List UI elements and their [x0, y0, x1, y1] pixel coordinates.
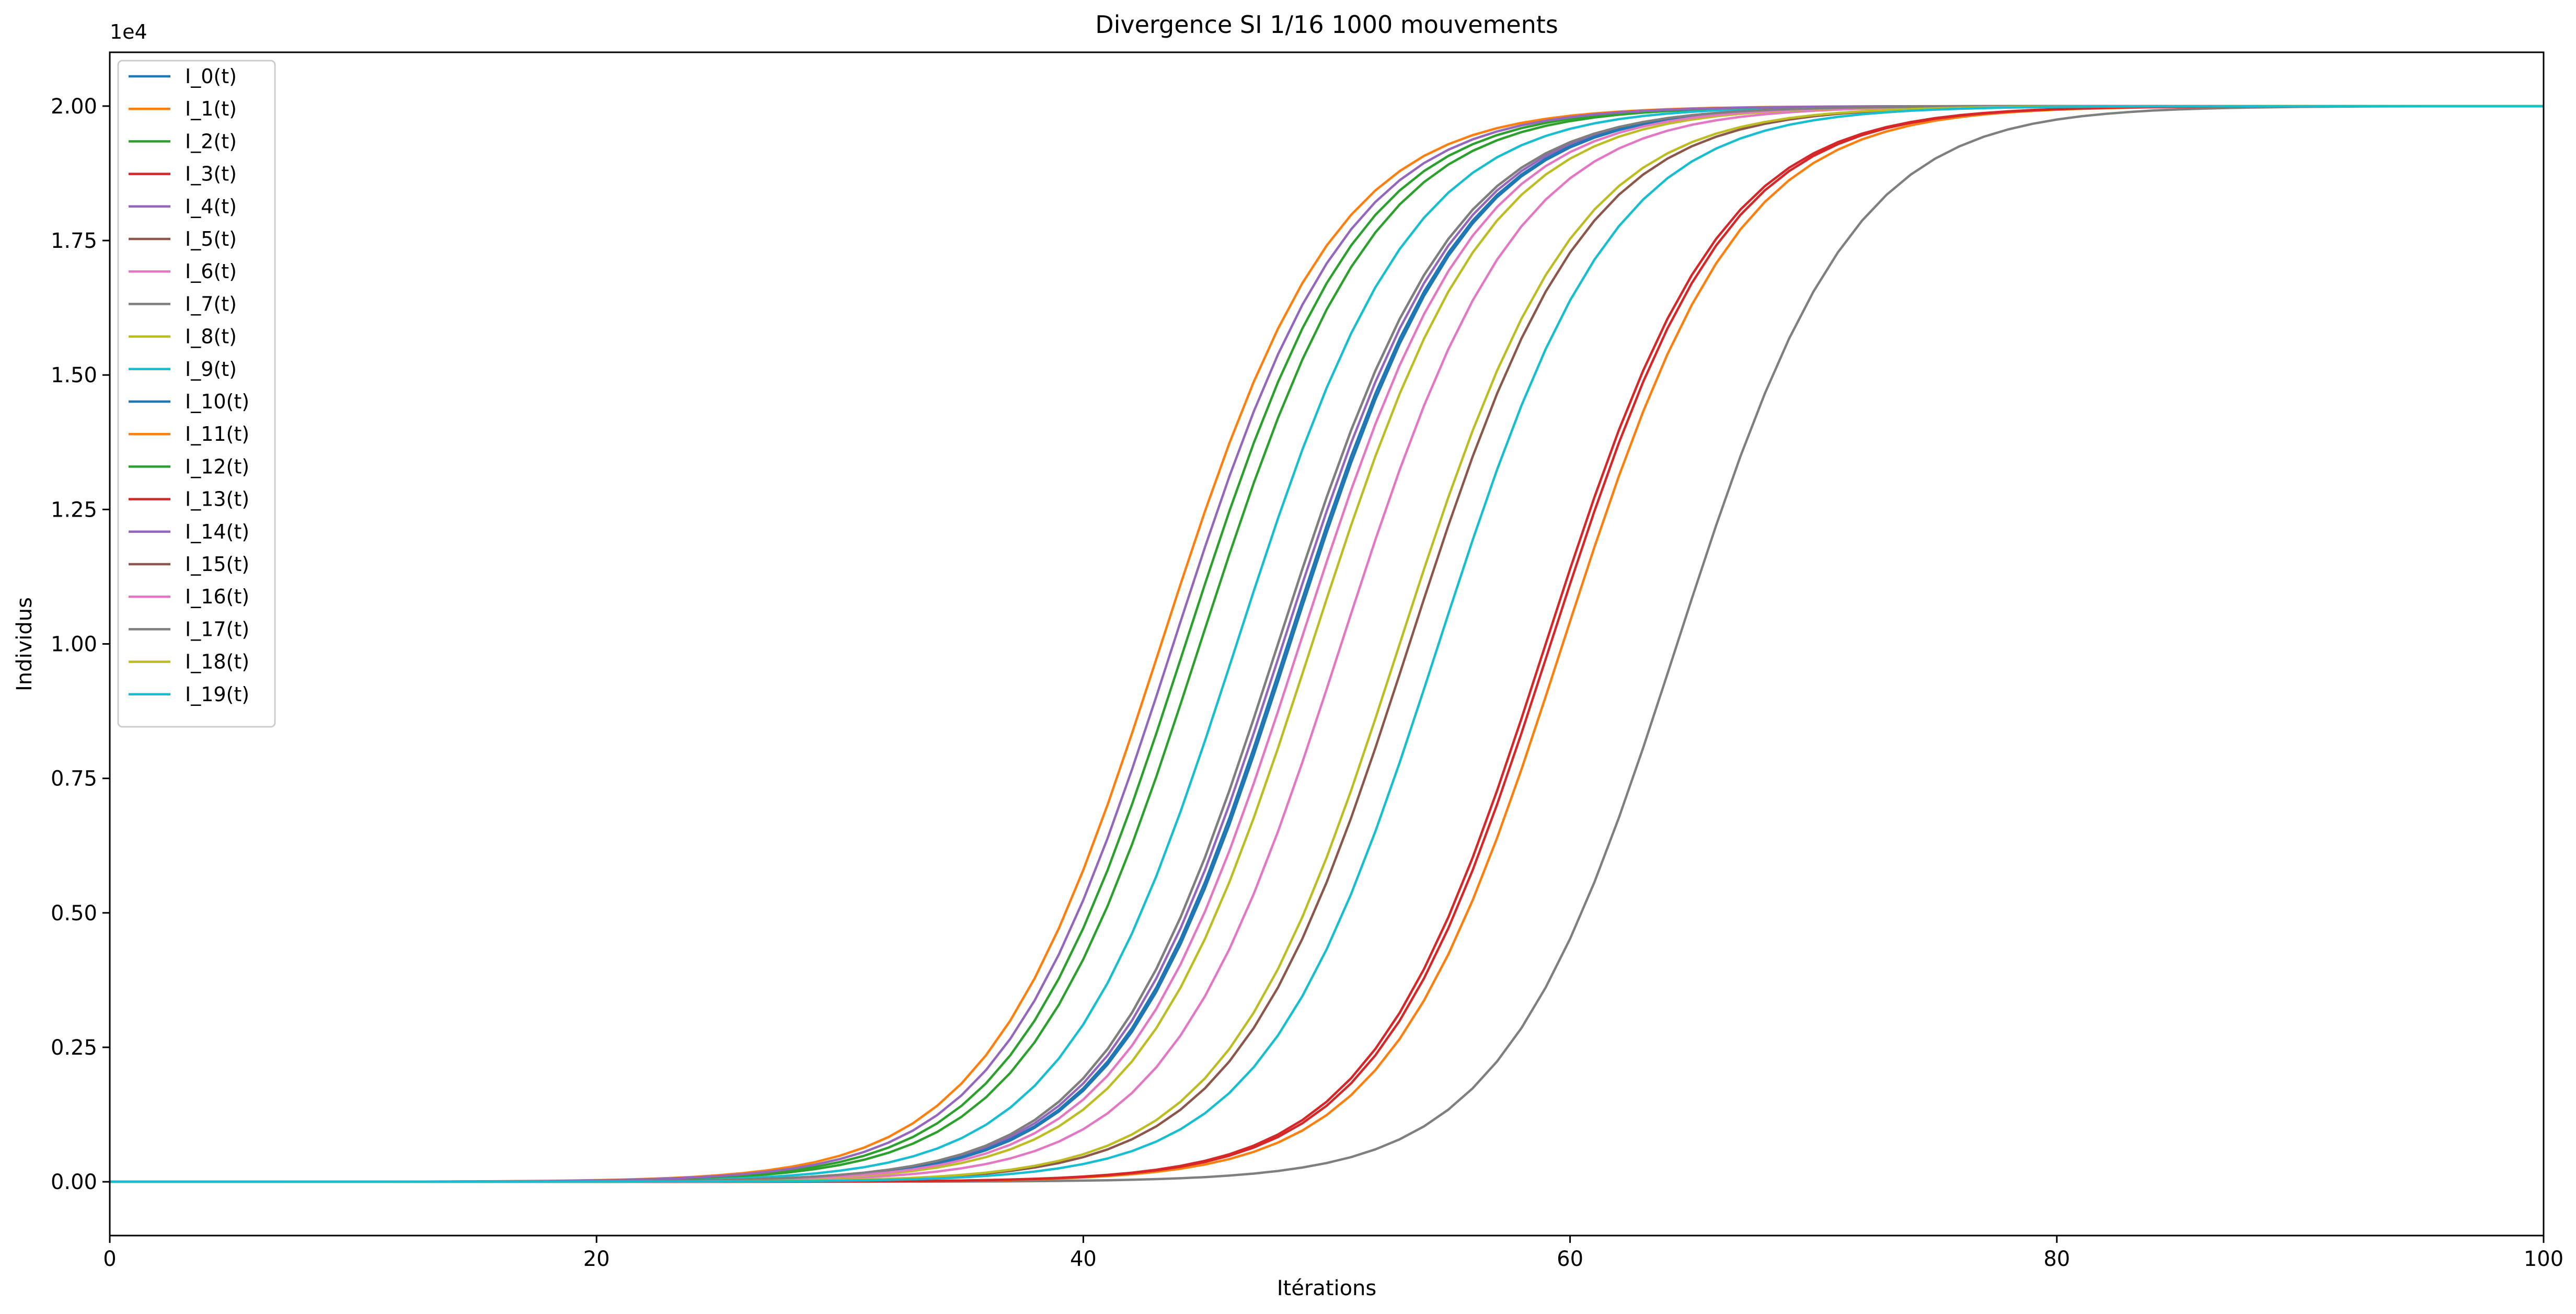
- y-tick-label: 0.75: [51, 767, 97, 791]
- legend-label: I_15(t): [185, 553, 249, 576]
- y-axis: 0.00 0.25 0.50 0.75 1.00 1.25 1.50 1.75 2.00: [51, 95, 110, 1194]
- legend-label: I_11(t): [185, 422, 249, 445]
- legend-label: I_18(t): [185, 650, 249, 673]
- legend-label: I_1(t): [185, 97, 237, 120]
- legend-label: I_3(t): [185, 163, 237, 186]
- x-tick-label: 20: [583, 1247, 610, 1271]
- legend-label: I_5(t): [185, 227, 237, 250]
- y-tick-label: 1.00: [51, 633, 97, 657]
- x-tick-label: 0: [103, 1247, 116, 1271]
- y-tick-label: 1.75: [51, 229, 97, 253]
- y-tick-label: 0.00: [51, 1170, 97, 1194]
- legend-label: I_17(t): [185, 618, 249, 641]
- y-tick-label: 2.00: [51, 95, 97, 119]
- legend-label: I_7(t): [185, 292, 237, 315]
- legend-label: I_8(t): [185, 325, 237, 348]
- legend-label: I_13(t): [185, 488, 249, 511]
- legend-label: I_14(t): [185, 520, 249, 543]
- legend: I_0(t) I_1(t) I_2(t) I_3(t) I_4(t) I_5(t) I_6(…: [117, 60, 276, 728]
- legend-label: I_2(t): [185, 130, 237, 153]
- y-axis-label: Individus: [13, 597, 37, 691]
- y-tick-label: 0.50: [51, 901, 97, 925]
- y-tick-label: 0.25: [51, 1036, 97, 1060]
- series-line-19: [110, 105, 2544, 1183]
- x-tick-label: 100: [2524, 1247, 2563, 1271]
- legend-label: I_10(t): [185, 390, 249, 413]
- y-axis-offset-label: 1e4: [110, 20, 147, 43]
- legend-label: I_6(t): [185, 260, 237, 283]
- legend-box: [117, 60, 276, 728]
- series-layer: [110, 105, 2544, 1183]
- x-tick-label: 60: [1557, 1247, 1583, 1271]
- x-axis-label: Itérations: [1277, 1276, 1377, 1300]
- x-tick-label: 80: [2043, 1247, 2070, 1271]
- legend-label: I_4(t): [185, 195, 237, 218]
- legend-label: I_0(t): [185, 65, 237, 88]
- legend-label: I_9(t): [185, 358, 237, 381]
- x-axis: 0 20 40 60 80 100: [103, 1236, 2563, 1271]
- chart-title: Divergence SI 1/16 1000 mouvements: [1095, 10, 1558, 39]
- x-tick-label: 40: [1070, 1247, 1097, 1271]
- y-tick-label: 1.25: [51, 498, 97, 522]
- legend-label: I_12(t): [185, 455, 249, 478]
- legend-label: I_16(t): [185, 585, 249, 608]
- y-tick-label: 1.50: [51, 363, 97, 387]
- legend-label: I_19(t): [185, 683, 249, 706]
